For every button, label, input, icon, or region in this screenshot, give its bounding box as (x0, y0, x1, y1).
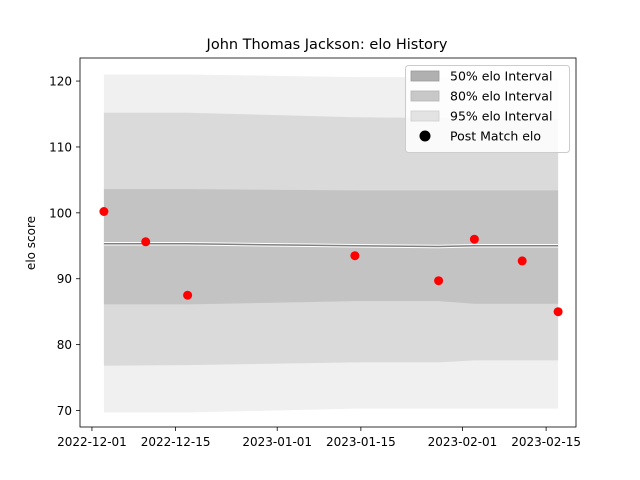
legend-label: Post Match elo (450, 129, 541, 144)
y-axis: 70 80 90 100 110 120 (49, 75, 80, 418)
legend-label: 80% elo Interval (450, 89, 552, 104)
post-match-points (99, 207, 563, 317)
x-tick-label: 2023-02-01 (428, 435, 498, 449)
y-tick-label: 120 (49, 75, 72, 89)
legend-swatch-2 (410, 110, 440, 122)
legend-marker (419, 130, 431, 142)
post-match-point (183, 290, 193, 300)
legend-swatch-1 (410, 90, 440, 102)
plot-frame (79, 57, 577, 428)
y-tick-label: 90 (57, 272, 72, 286)
post-match-point (517, 256, 527, 266)
legend-swatch-0 (410, 70, 440, 82)
mean-line (103, 243, 559, 248)
x-tick-label: 2023-01-01 (242, 435, 312, 449)
legend-label: 95% elo Interval (450, 109, 552, 124)
post-match-point (350, 251, 360, 261)
legend-box (405, 65, 570, 153)
post-match-point (99, 207, 109, 216)
post-match-point (469, 234, 479, 244)
post-match-point (141, 237, 151, 247)
x-tick-label: 2022-12-01 (57, 435, 127, 449)
y-tick-label: 80 (57, 338, 72, 352)
mean-line-group (103, 242, 559, 249)
y-tick-label: 70 (57, 404, 72, 418)
interval-bands (103, 74, 559, 413)
x-tick-label: 2023-01-15 (326, 435, 396, 449)
x-tick-label: 2023-02-15 (511, 435, 581, 449)
legend-label: 50% elo Interval (450, 69, 552, 84)
y-tick-label: 100 (49, 206, 72, 220)
x-axis: 2022-12-01 2022-12-15 2023-01-01 2023-01-15… (57, 427, 581, 449)
y-tick-label: 110 (49, 140, 72, 154)
post-match-point (434, 276, 444, 286)
x-tick-label: 2022-12-15 (141, 435, 211, 449)
legend: 50% elo Interval 80% elo Interval 95% elo … (405, 65, 570, 153)
post-match-point (553, 307, 563, 317)
y-axis-label: elo score (24, 216, 38, 270)
chart-title: John Thomas Jackson: elo History (206, 37, 448, 53)
